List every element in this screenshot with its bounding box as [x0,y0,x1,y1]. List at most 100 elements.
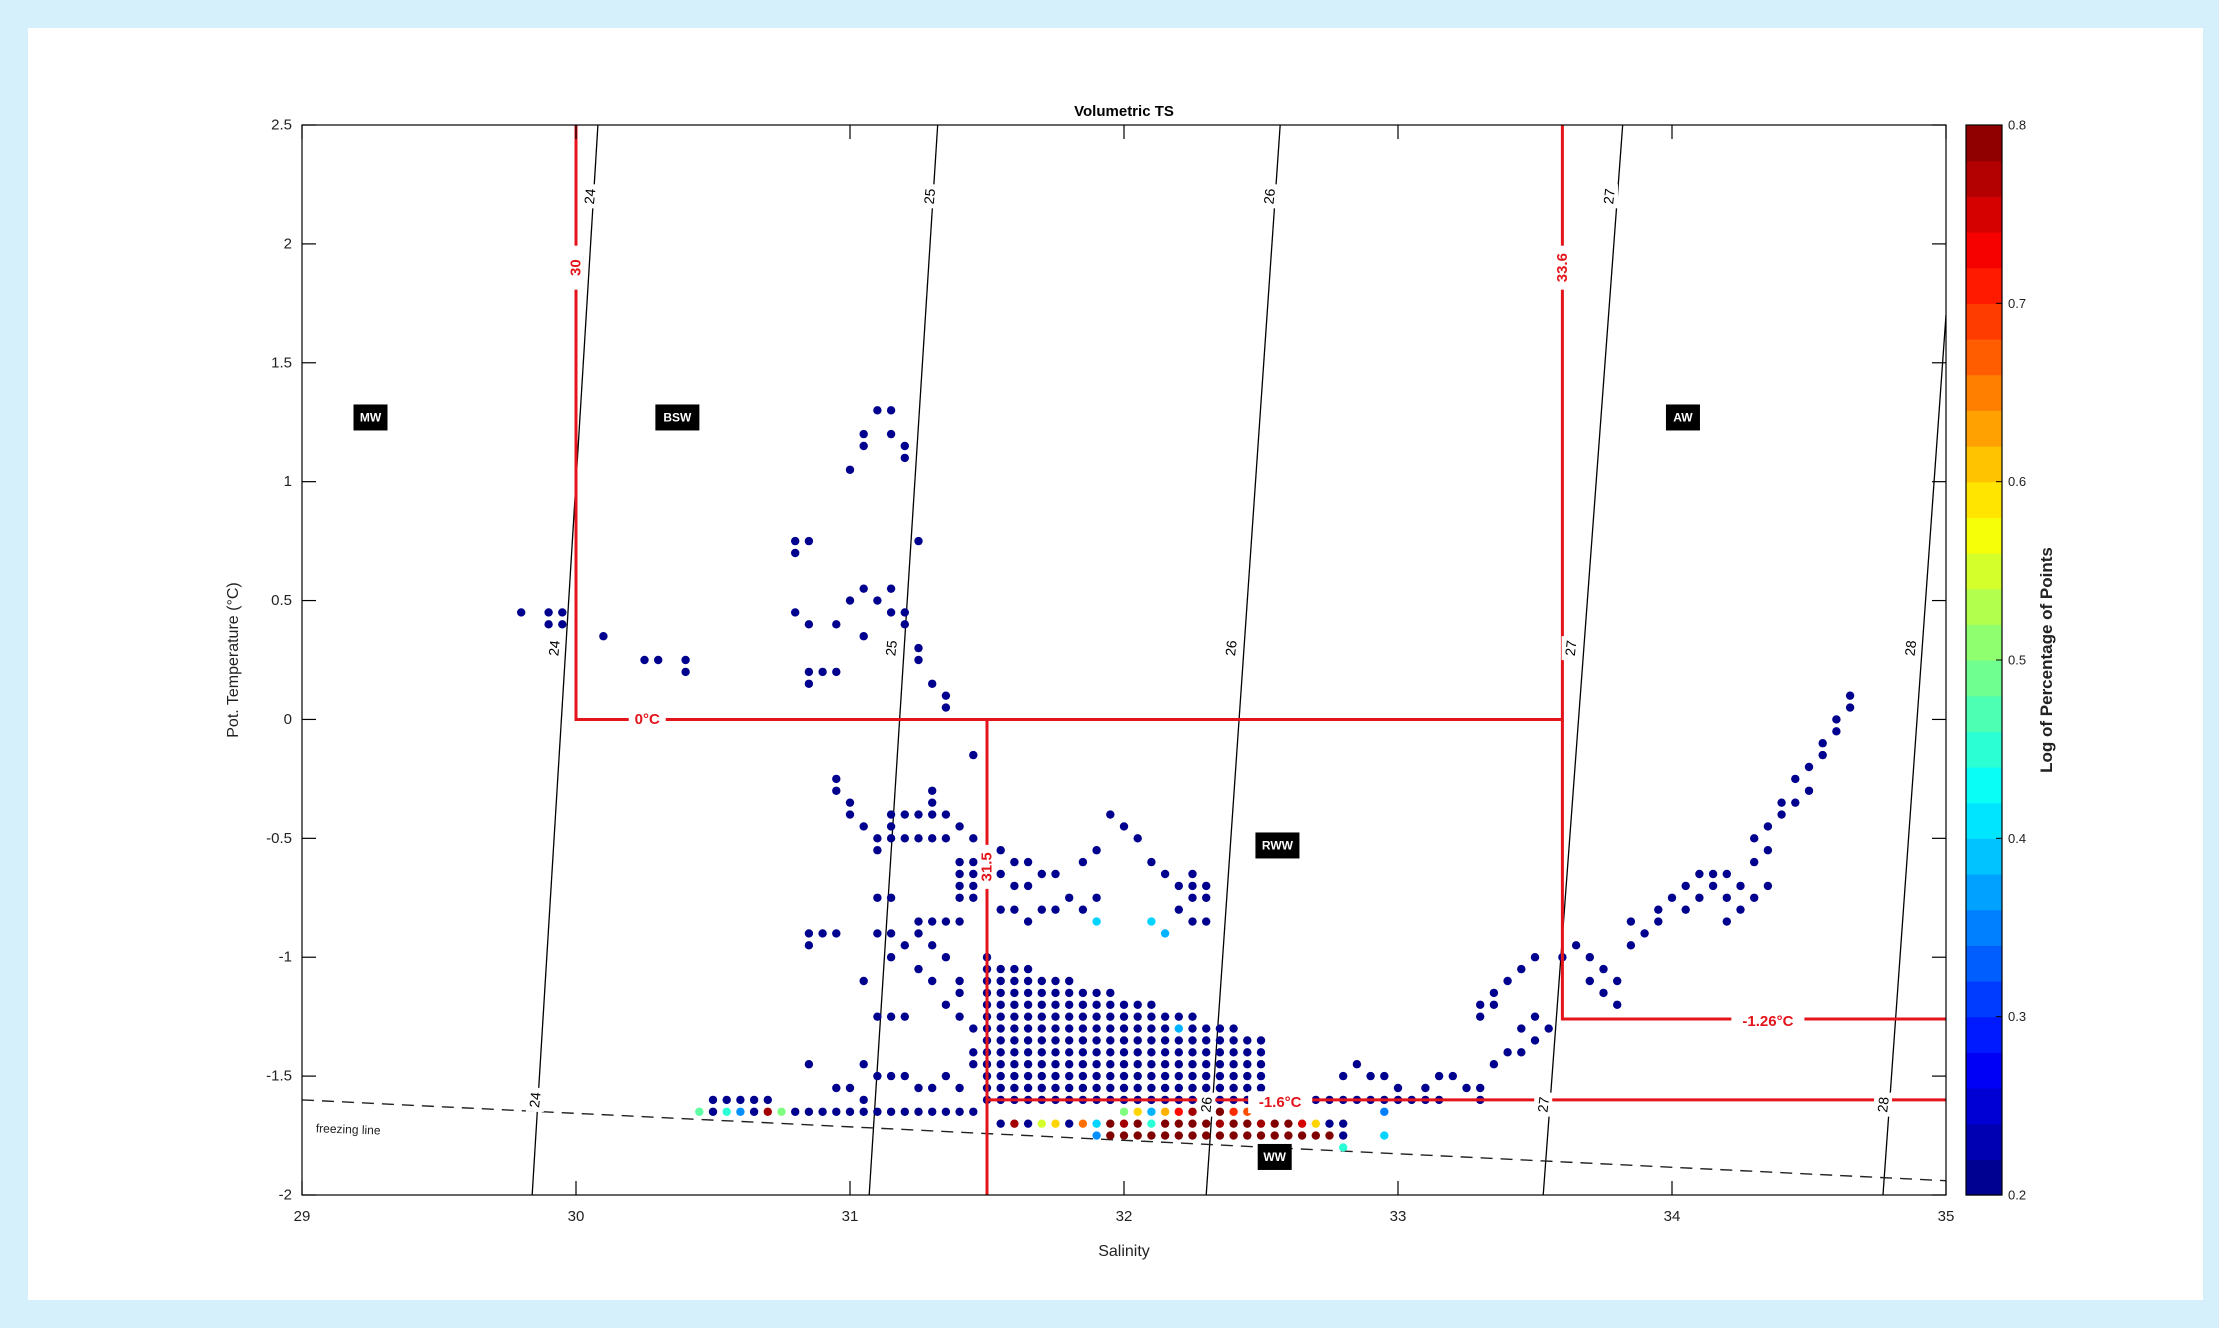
data-point [1092,1071,1101,1081]
data-point [1736,881,1745,891]
data-point [1174,1024,1184,1033]
data-point [1092,846,1101,855]
x-tick-label: 34 [1664,1208,1681,1225]
data-point [1530,1036,1540,1045]
data-point [886,608,896,617]
data-point [804,667,814,677]
data-point [1654,917,1663,926]
data-point [1722,869,1732,879]
data-point [1215,1071,1225,1081]
data-point [1119,1131,1129,1140]
y-tick-label: 1.5 [271,354,292,371]
data-point [955,881,964,891]
boundary-label: -1.6°C [1259,1094,1302,1111]
data-point [1010,1071,1019,1081]
x-tick-label: 31 [842,1208,859,1225]
data-point [900,1071,909,1081]
y-tick-label: -1.5 [266,1068,292,1085]
colorbar-segment [1966,553,2002,590]
data-point [1147,1071,1156,1081]
boundary-label: 31.5 [979,852,996,881]
boundary-label-bg [978,844,996,889]
data-point [886,584,896,593]
data-point [1708,869,1718,879]
data-point [928,786,937,795]
data-point [1202,1024,1211,1033]
data-point [1078,1071,1088,1081]
data-point [1229,1131,1238,1140]
data-point [1243,1119,1252,1128]
data-point [1010,1048,1019,1057]
data-point [996,976,1005,986]
y-tick-label: 0 [284,711,292,728]
boundary-label: -1.26°C [1742,1013,1793,1030]
y-tick-label: 2.5 [271,117,292,134]
data-point [914,917,923,926]
data-point [1626,917,1636,926]
data-point [1133,1048,1142,1057]
data-point [1174,1012,1184,1021]
contour-label: 26 [1260,188,1278,205]
data-point [928,679,937,688]
data-point [1023,917,1033,926]
data-point [1133,1036,1142,1045]
data-point [1215,1036,1225,1045]
data-point [1051,988,1060,998]
data-point [1202,881,1211,891]
contour-label-bg [1221,636,1240,661]
data-point [845,596,855,605]
data-point [914,655,923,665]
data-point [1188,1036,1197,1045]
data-point [886,929,896,938]
data-point [941,691,951,700]
data-point [1078,1036,1088,1045]
data-point [1517,1024,1526,1033]
colorbar-segment [1966,1159,2002,1196]
data-point [1188,1131,1197,1140]
contour-label: 28 [1902,639,1920,656]
region-label-bg [1255,832,1300,859]
data-point [1051,1012,1060,1021]
data-point [1763,822,1773,831]
data-point [1380,1071,1389,1081]
data-point [873,834,882,843]
data-point [1078,988,1088,998]
data-point [1023,1060,1033,1069]
data-point [1229,1024,1238,1033]
data-point [1763,881,1773,891]
data-point [1065,1000,1074,1009]
data-point [1243,1060,1252,1069]
data-point [1147,917,1156,926]
data-point [900,1012,909,1021]
density-contour-28 [1882,315,1946,1195]
data-point [1119,1048,1129,1057]
data-point [1339,1143,1348,1152]
data-point [1010,1024,1019,1033]
data-point [1147,857,1156,867]
data-point [914,1083,923,1093]
data-point [1133,1083,1142,1093]
data-point [1023,1119,1033,1128]
data-point [859,441,868,451]
data-point [1010,964,1019,974]
data-point [1106,1060,1115,1069]
figure-frame: 24 25 26 27 24 25 26 27 28 24 26 27 28 freezing line 3… [28,28,2203,1300]
data-point [1804,786,1814,795]
data-point [1010,976,1019,986]
data-point [1256,1071,1266,1081]
x-tick-label: 35 [1938,1208,1955,1225]
data-point [1078,1024,1088,1033]
data-point [996,1119,1005,1128]
colorbar-segment [1966,731,2002,768]
data-point [886,953,896,962]
data-point [1160,1036,1170,1045]
data-point [914,1107,923,1116]
data-point [832,667,841,677]
data-point [1544,1024,1553,1033]
data-point [1147,1083,1156,1093]
data-point [845,810,855,819]
data-point [1092,988,1101,998]
data-point [1078,1083,1088,1093]
data-point [1202,1048,1211,1057]
data-point [1229,1071,1238,1081]
